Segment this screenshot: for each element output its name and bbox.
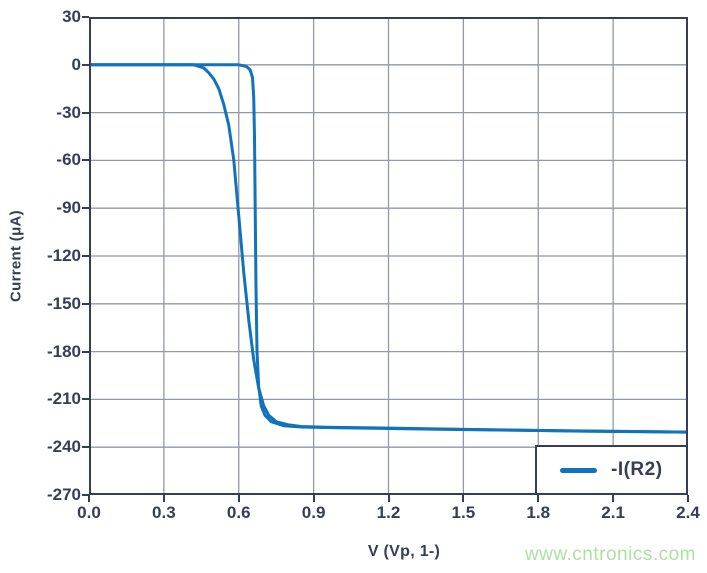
y-tick-mark [82,16,89,18]
y-tick-label: -180 [46,341,81,361]
y-tick-mark [82,494,89,496]
x-tick-mark [237,495,240,502]
watermark-text: www.cntronics.com [524,544,696,565]
y-tick-label: 0 [71,54,81,74]
x-tick-label: 1.2 [376,503,401,522]
y-tick-mark [82,63,89,66]
y-tick-label: 30 [62,6,81,26]
y-tick-mark [82,350,89,353]
legend-box: -I(R2) [535,445,688,495]
y-tick-label: -270 [46,484,81,504]
plot-border [89,17,688,495]
y-tick-label: -60 [56,150,81,170]
y-tick-label: -30 [56,102,81,122]
legend-line-swatch-icon [560,467,597,473]
y-tick-label: -210 [46,389,81,409]
y-tick-label: -150 [46,293,81,313]
x-tick-mark [462,495,465,502]
x-tick-mark [162,495,165,502]
y-tick-mark [82,398,89,401]
x-tick-mark [612,495,615,502]
x-tick-mark [537,495,540,502]
y-tick-mark [82,446,89,449]
x-tick-mark [687,495,689,502]
legend-series-label: -I(R2) [611,459,663,480]
x-tick-label: 0.0 [77,503,101,522]
y-tick-mark [82,159,89,162]
y-tick-mark [82,111,89,114]
chart-canvas [89,17,688,495]
x-tick-mark [312,495,315,502]
y-tick-label: -90 [56,198,81,218]
x-tick-label: 1.5 [451,503,476,522]
y-tick-label: -120 [46,245,81,265]
x-tick-label: 1.8 [526,503,551,522]
y-tick-mark [82,302,89,305]
x-tick-mark [88,495,90,502]
x-tick-label: 0.9 [301,503,326,522]
y-tick-label: -240 [46,437,81,457]
plot-area: 30 0 -30 -60 -90 -120 -150 -180 -210 -240 -270 0.0 0… [47,8,700,521]
y-axis-label: Current (μA) [7,210,25,302]
y-tick-mark [82,207,89,210]
x-tick-label: 0.6 [226,503,251,522]
x-tick-label: 0.3 [152,503,176,522]
x-tick-mark [387,495,390,502]
x-axis-label: V (Vp, 1-) [367,543,441,560]
x-tick-label: 2.4 [676,503,700,522]
data-series-line [89,63,688,434]
x-tick-label: 2.1 [601,503,625,522]
y-tick-mark [82,255,89,257]
